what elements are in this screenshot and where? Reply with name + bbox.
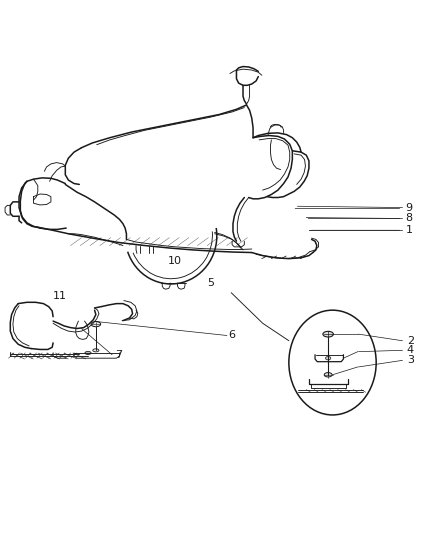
Text: 4: 4 xyxy=(406,345,414,356)
Text: 2: 2 xyxy=(406,336,414,346)
Text: 3: 3 xyxy=(407,356,414,365)
Text: 8: 8 xyxy=(405,214,413,223)
Text: 11: 11 xyxy=(53,291,67,301)
Ellipse shape xyxy=(91,321,101,327)
Ellipse shape xyxy=(323,332,333,337)
Ellipse shape xyxy=(325,357,331,360)
Text: 6: 6 xyxy=(229,330,236,341)
Text: 10: 10 xyxy=(167,256,181,266)
Text: 7: 7 xyxy=(115,350,122,360)
Text: 5: 5 xyxy=(207,278,214,288)
Ellipse shape xyxy=(93,349,99,352)
Ellipse shape xyxy=(85,351,91,354)
Text: 1: 1 xyxy=(406,225,413,235)
Ellipse shape xyxy=(324,373,332,377)
Text: 9: 9 xyxy=(405,203,413,213)
